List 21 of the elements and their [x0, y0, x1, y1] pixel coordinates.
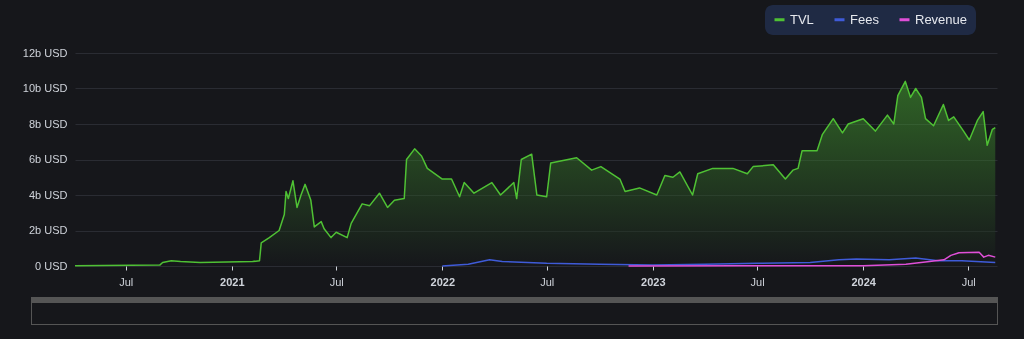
line-series [441, 257, 997, 267]
y-tick-label: 0 USD [35, 259, 68, 272]
legend-label: Revenue [915, 11, 968, 27]
legend-label: Fees [850, 11, 880, 27]
x-tick-label: Jul [540, 275, 555, 288]
x-tick-label: 2022 [430, 275, 456, 288]
x-tick-label: 2023 [641, 275, 666, 288]
y-tick-label: 10b USD [22, 82, 68, 94]
x-tick-label: 2024 [851, 275, 877, 288]
y-tick-label: 6b USD [28, 153, 68, 165]
x-tick-label: Jul [119, 275, 134, 288]
y-tick-label: 8b USD [28, 117, 68, 130]
legend-label: TVL [790, 11, 814, 27]
x-tick-label: 2021 [220, 275, 245, 288]
x-tick-label: Jul [750, 275, 765, 288]
line-series [627, 251, 997, 267]
y-tick-label: 12b USD [22, 46, 68, 59]
x-tick-label: Jul [961, 275, 976, 288]
y-tick-label: 2b USD [28, 224, 68, 236]
y-tick-label: 4b USD [28, 188, 68, 201]
x-tick-label: Jul [329, 275, 344, 288]
